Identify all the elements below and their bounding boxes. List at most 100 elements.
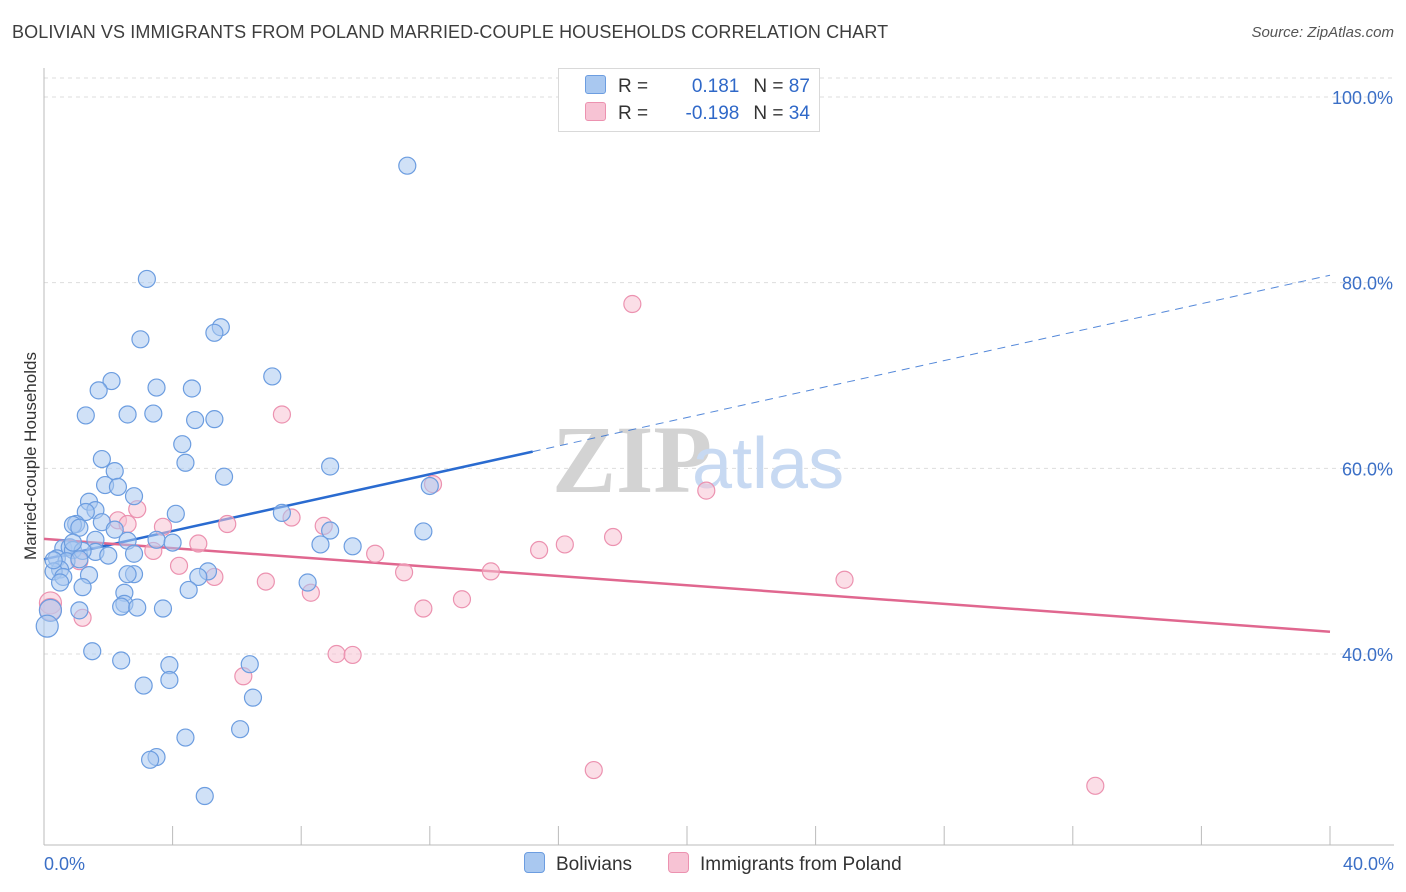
point-bolivians [263, 367, 282, 386]
legend-r-value: -0.198 [685, 103, 740, 124]
point-bolivians [420, 476, 439, 496]
point-bolivians [140, 750, 160, 769]
bottom-legend-bolivians: Bolivians [524, 852, 632, 876]
y-axis-label: Married-couple Households [21, 352, 40, 560]
point-bolivians [231, 720, 250, 739]
point-bolivians [44, 551, 63, 570]
point-bolivians [124, 544, 144, 563]
point-immigrants-from-poland [530, 540, 549, 560]
legend-n-value: 87 [788, 76, 810, 97]
point-bolivians [311, 535, 330, 554]
point-bolivians [243, 688, 263, 707]
gridlines [44, 77, 1394, 655]
point-bolivians [118, 405, 137, 424]
axes [43, 68, 1394, 846]
point-bolivians [35, 614, 59, 638]
points-immigrants-from-poland [38, 294, 1105, 795]
legend-r-value: 0.181 [691, 76, 740, 97]
y-tick-label: 100.0% [1332, 88, 1393, 108]
point-bolivians [70, 550, 89, 569]
trend-line-poland [43, 537, 1331, 633]
bottom-legend-label-bolivians: Bolivians [556, 854, 633, 875]
stats-legend: R = 0.181 N = 87 R = -0.198 N = 34 [558, 68, 820, 132]
point-bolivians [102, 371, 121, 391]
x-tick-marks [43, 826, 1331, 845]
point-bolivians [73, 578, 92, 597]
legend-n-label: N = [753, 103, 789, 124]
trend-line-bolivians-extension [532, 274, 1331, 453]
point-bolivians [321, 521, 340, 540]
point-bolivians [214, 467, 234, 486]
chart-title: BOLIVIAN VS IMMIGRANTS FROM POLAND MARRI… [12, 22, 889, 42]
point-bolivians [189, 567, 208, 587]
point-bolivians [134, 676, 153, 695]
point-bolivians [166, 504, 185, 523]
point-bolivians [128, 598, 147, 617]
point-bolivians [137, 269, 156, 289]
y-tick-label: 40.0% [1342, 645, 1393, 665]
legend-swatch-pink [585, 102, 606, 121]
point-bolivians [414, 522, 433, 541]
point-immigrants-from-poland [394, 563, 414, 582]
point-bolivians [92, 449, 111, 469]
point-immigrants-from-poland [327, 644, 346, 664]
point-immigrants-from-poland [555, 535, 574, 554]
point-bolivians [179, 580, 198, 600]
point-immigrants-from-poland [623, 294, 642, 314]
watermark-atlas: atlas [692, 424, 844, 504]
legend-r-label: R = [618, 76, 654, 97]
point-bolivians [186, 410, 205, 430]
point-bolivians [112, 651, 131, 670]
point-immigrants-from-poland [256, 572, 275, 591]
point-bolivians [163, 533, 182, 552]
watermark-zip: ZIP [552, 406, 712, 513]
point-bolivians [144, 404, 163, 423]
point-bolivians [50, 573, 70, 592]
point-bolivians [147, 378, 166, 397]
point-bolivians [131, 330, 150, 349]
point-bolivians [124, 487, 144, 506]
point-bolivians [182, 379, 201, 398]
legend-swatch-blue [585, 75, 606, 94]
point-bolivians [76, 502, 95, 522]
bottom-legend-swatch-pink [668, 852, 689, 873]
watermark: ZIP atlas [552, 406, 844, 513]
source-label: Source: ZipAtlas.com [1251, 24, 1394, 41]
point-immigrants-from-poland [189, 534, 208, 553]
point-immigrants-from-poland [343, 645, 362, 665]
point-immigrants-from-poland [366, 544, 385, 563]
point-immigrants-from-poland [169, 556, 189, 575]
x-tick-label-min: 0.0% [44, 854, 85, 874]
legend-row-bolivians: R = 0.181 N = 87 [585, 75, 810, 99]
point-immigrants-from-poland [835, 570, 854, 589]
legend-row-poland: R = -0.198 N = 34 [585, 102, 810, 126]
point-bolivians [321, 457, 340, 476]
point-immigrants-from-poland [218, 514, 237, 534]
points-bolivians [35, 156, 439, 806]
point-immigrants-from-poland [603, 527, 623, 547]
point-bolivians [240, 655, 259, 674]
bottom-legend-swatch-blue [524, 852, 545, 873]
bottom-legend-label-poland: Immigrants from Poland [700, 854, 902, 875]
point-immigrants-from-poland [414, 599, 433, 618]
point-immigrants-from-poland [272, 405, 292, 424]
point-bolivians [343, 537, 362, 556]
point-bolivians [63, 533, 83, 552]
point-bolivians [173, 435, 192, 454]
point-bolivians [99, 546, 118, 565]
bottom-legend-poland: Immigrants from Poland [668, 852, 902, 876]
point-bolivians [76, 406, 95, 425]
y-tick-label: 80.0% [1342, 274, 1393, 294]
point-bolivians [108, 477, 128, 496]
point-immigrants-from-poland [697, 481, 716, 500]
point-bolivians [205, 323, 224, 342]
point-bolivians [83, 642, 102, 661]
y-tick-label: 60.0% [1342, 459, 1393, 479]
legend-n-label: N = [753, 76, 789, 97]
point-bolivians [176, 728, 195, 747]
point-immigrants-from-poland [481, 562, 500, 581]
point-bolivians [160, 670, 179, 690]
point-bolivians [398, 156, 417, 175]
point-bolivians [147, 530, 166, 549]
point-bolivians [153, 599, 173, 618]
